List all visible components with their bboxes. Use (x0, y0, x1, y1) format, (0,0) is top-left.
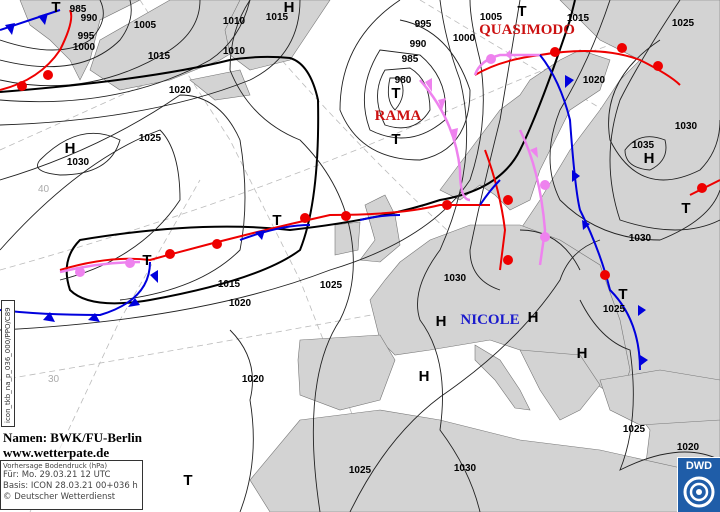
pressure-centers: T T H H T T H T T T H H H H T T (51, 0, 690, 489)
system-name-nicole: NICOLE (460, 312, 519, 328)
high-center: H (644, 150, 655, 167)
isobar-labels: 985 990 995 1000 1005 1010 1015 1010 101… (67, 4, 700, 476)
system-name-rama: RAMA (375, 108, 422, 124)
isobar-label: 1025 (349, 465, 372, 476)
high-center: H (436, 313, 447, 330)
low-center: T (272, 212, 281, 229)
credits: Namen: BWK/FU-Berlin www.wetterpate.de (3, 430, 143, 460)
isobar-label: 1000 (73, 42, 96, 53)
warm-front-atlantic (59, 204, 490, 271)
high-center: H (577, 345, 588, 362)
fronts (0, 9, 720, 371)
high-center: H (284, 0, 295, 16)
turkey (599, 369, 720, 426)
product-code: icon_tkb_na_p_036_000/PPO/C89 (1, 300, 15, 427)
product-code-text: icon_tkb_na_p_036_000/PPO/C89 (4, 307, 12, 423)
occlusion-quasimodo (473, 53, 540, 76)
isobar-label: 1025 (320, 280, 343, 291)
isobar-label: 1030 (67, 157, 90, 168)
isobar-label: 1030 (454, 463, 477, 474)
high-center: H (528, 309, 539, 326)
isobar-label: 1010 (223, 16, 246, 27)
credits-website[interactable]: www.wetterpate.de (3, 445, 110, 460)
cold-front-quasimodo (539, 54, 641, 371)
isobar-label: 1015 (567, 13, 590, 24)
info-copyright: © Deutscher Wetterdienst (3, 492, 116, 502)
latitude-label: 40 (38, 184, 50, 195)
isobar-label: 985 (70, 4, 87, 15)
info-title: Vorhersage Bodendruck (hPa) (3, 462, 108, 470)
cold-front-atlantic-1 (239, 224, 311, 241)
occlusion-rama (419, 79, 471, 202)
isobar-label: 990 (81, 13, 98, 24)
italy (474, 344, 531, 411)
isobar-label: 1020 (229, 298, 252, 309)
isobar-label: 1025 (603, 304, 626, 315)
warm-front-quasimodo (474, 50, 681, 86)
low-center: T (681, 200, 690, 217)
isobar-label: 1015 (266, 12, 289, 23)
dwd-logo-text: DWD (685, 460, 713, 472)
isobar-label: 1030 (629, 233, 652, 244)
isobar-label: 1020 (169, 85, 192, 96)
isobar-label: 1000 (453, 33, 476, 44)
landmasses (19, 0, 720, 512)
balkans (519, 349, 601, 421)
swirl-icon (683, 476, 715, 508)
north-africa (249, 409, 720, 512)
latitude-label: 30 (48, 374, 60, 385)
high-center: H (65, 140, 76, 157)
isobar-label: 1010 (223, 46, 246, 57)
isobar-label: 1020 (677, 442, 700, 453)
isobar-label: 990 (410, 39, 427, 50)
system-name-quasimodo: QUASIMODO (479, 22, 575, 38)
isobar-label: 1030 (675, 121, 698, 132)
low-center: T (618, 286, 627, 303)
isobar-label: 995 (78, 31, 95, 42)
high-center: H (419, 368, 430, 385)
low-center: T (51, 0, 60, 16)
system-names: RAMA QUASIMODO NICOLE (375, 22, 575, 328)
low-center: T (517, 3, 526, 20)
isobar-label: 1020 (583, 75, 606, 86)
isobar-label: 980 (395, 75, 412, 86)
low-center: T (391, 85, 400, 102)
isobar-label: 1015 (148, 51, 171, 62)
isobar-label: 1005 (480, 12, 503, 23)
isobar-label: 1005 (134, 20, 157, 31)
isobar-label: 1015 (218, 279, 241, 290)
iberia (297, 334, 396, 411)
forecast-info-box: Vorhersage Bodendruck (hPa) Für: Mo. 29.… (0, 460, 143, 510)
info-valid-time: Für: Mo. 29.03.21 12 UTC (3, 470, 111, 480)
credits-names: Namen: BWK/FU-Berlin (3, 430, 143, 445)
low-center: T (391, 131, 400, 148)
isobar-label: 1020 (242, 374, 265, 385)
low-center: T (183, 472, 192, 489)
isobar-label: 995 (415, 19, 432, 30)
svalbard-north (224, 0, 331, 71)
greenland (19, 0, 141, 81)
dwd-logo: DWD (677, 457, 720, 512)
info-basis: Basis: ICON 28.03.21 00+036 h (3, 481, 138, 491)
isobar-label: 1035 (632, 140, 655, 151)
isobar-label: 1025 (139, 133, 162, 144)
isobar-label: 1025 (672, 18, 695, 29)
scandinavia (439, 49, 611, 211)
ireland (334, 221, 361, 256)
cold-front-atlantic-2 (0, 261, 151, 317)
isobar-label: 1025 (623, 424, 646, 435)
isobar-label: 1030 (444, 273, 467, 284)
iceland (189, 69, 251, 101)
isobar-label: 985 (402, 54, 419, 65)
low-center: T (142, 252, 151, 269)
